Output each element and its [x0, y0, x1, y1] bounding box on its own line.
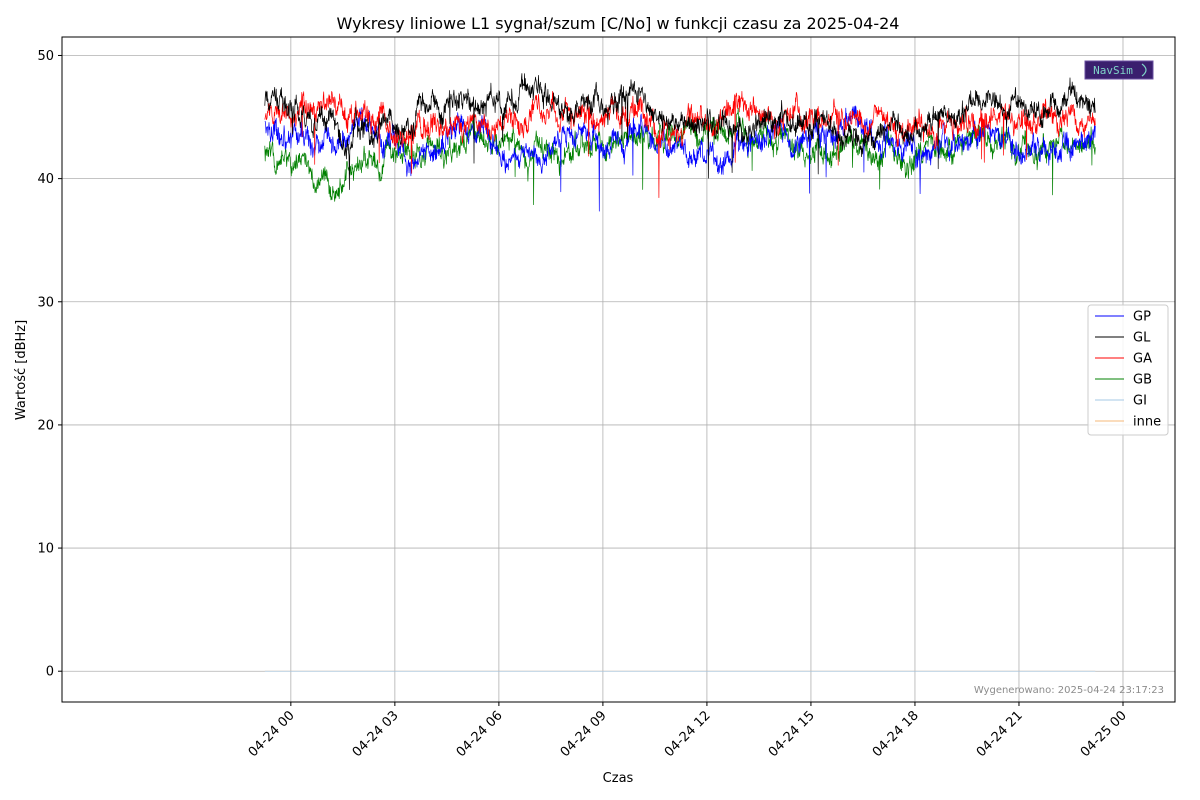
- legend-label-gi: GI: [1133, 394, 1147, 409]
- y-axis-label: Wartość [dBHz]: [14, 320, 29, 420]
- logo-swoosh: [1141, 63, 1147, 77]
- legend-label-gp: GP: [1133, 310, 1151, 325]
- y-tick-label: 20: [37, 418, 54, 433]
- y-tick-label: 30: [37, 295, 54, 310]
- y-tick-label: 40: [37, 172, 54, 187]
- chart-title: Wykresy liniowe L1 sygnał/szum [C/No] w …: [337, 14, 900, 33]
- series-line-gl: [264, 73, 1096, 190]
- generated-timestamp: Wygenerowano: 2025-04-24 23:17:23: [974, 685, 1164, 696]
- plot-frame: [61, 36, 1176, 703]
- logo-text: NavSim: [1093, 64, 1133, 77]
- legend-label-gl: GL: [1133, 331, 1151, 346]
- legend-label-ga: GA: [1133, 352, 1152, 367]
- legend: GP GL GA GB GI inne: [1087, 304, 1169, 436]
- y-axis: 0 10 20 30 40 50: [37, 49, 62, 680]
- plot-lines: [264, 73, 1096, 672]
- y-tick-label: 0: [46, 665, 54, 680]
- y-tick-label: 50: [37, 49, 54, 64]
- legend-label-gb: GB: [1133, 373, 1152, 388]
- legend-label-inne: inne: [1133, 415, 1161, 430]
- y-tick-label: 10: [37, 542, 54, 557]
- x-axis-label: Czas: [603, 771, 634, 786]
- navsim-logo: NavSim: [1084, 60, 1154, 80]
